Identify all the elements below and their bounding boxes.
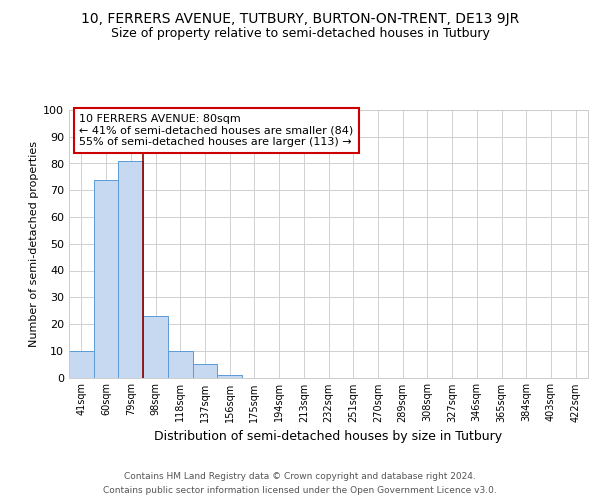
Text: Size of property relative to semi-detached houses in Tutbury: Size of property relative to semi-detach…: [110, 28, 490, 40]
Bar: [69, 351, 94, 378]
Bar: [118, 161, 143, 378]
Bar: [94, 180, 118, 378]
Text: 10 FERRERS AVENUE: 80sqm
← 41% of semi-detached houses are smaller (84)
55% of s: 10 FERRERS AVENUE: 80sqm ← 41% of semi-d…: [79, 114, 353, 147]
Text: 10, FERRERS AVENUE, TUTBURY, BURTON-ON-TRENT, DE13 9JR: 10, FERRERS AVENUE, TUTBURY, BURTON-ON-T…: [81, 12, 519, 26]
Text: Contains public sector information licensed under the Open Government Licence v3: Contains public sector information licen…: [103, 486, 497, 495]
Text: Contains HM Land Registry data © Crown copyright and database right 2024.: Contains HM Land Registry data © Crown c…: [124, 472, 476, 481]
Bar: [217, 375, 242, 378]
Y-axis label: Number of semi-detached properties: Number of semi-detached properties: [29, 141, 39, 347]
Bar: [168, 351, 193, 378]
Bar: [193, 364, 217, 378]
X-axis label: Distribution of semi-detached houses by size in Tutbury: Distribution of semi-detached houses by …: [154, 430, 503, 443]
Bar: [143, 316, 168, 378]
